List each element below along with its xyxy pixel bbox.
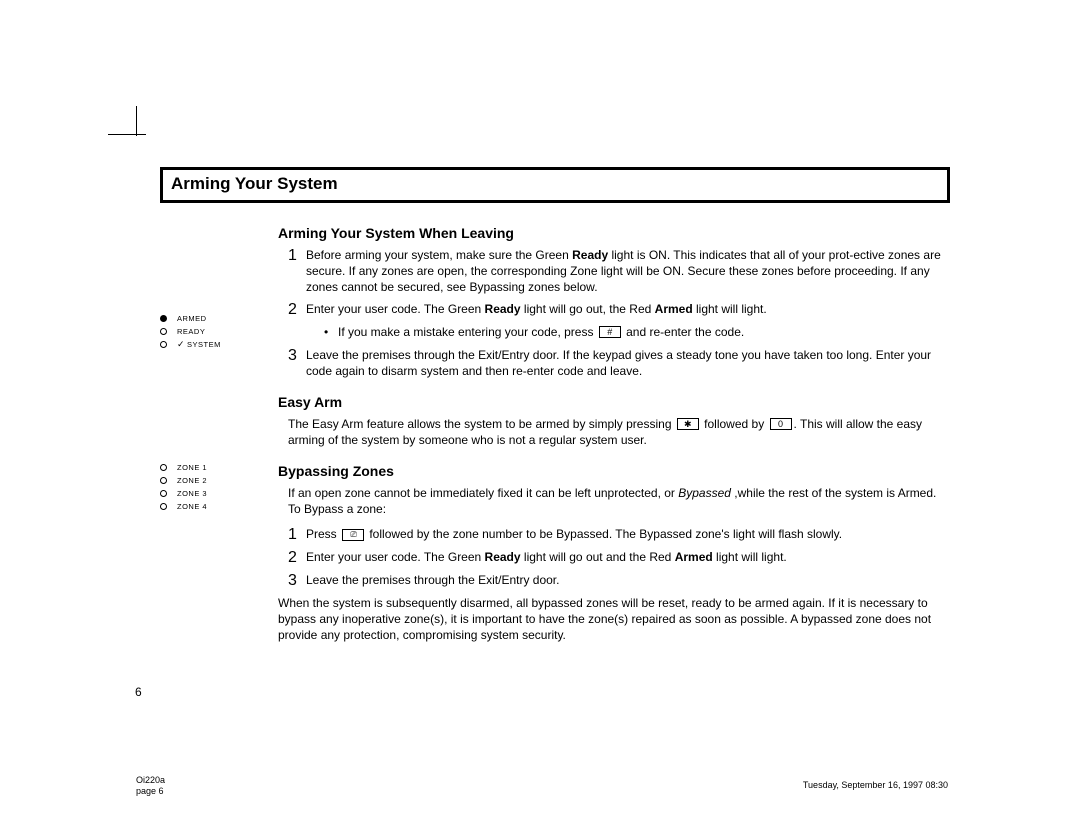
page: Arming Your System ARMED READY ✓SYSTEM Z… xyxy=(0,0,1080,834)
step-number: 2 xyxy=(288,301,306,318)
step-item: 1 Press ⎚ followed by the zone number to… xyxy=(288,526,950,543)
led-label: READY xyxy=(177,327,205,336)
led-label: ARMED xyxy=(177,314,207,323)
led-ready-icon xyxy=(160,328,167,335)
footer-left: Oi220a page 6 xyxy=(136,775,165,798)
bullet-item: • If you make a mistake entering your co… xyxy=(324,324,950,340)
step-item: 2 Enter your user code. The Green Ready … xyxy=(288,301,950,318)
key-bypass-icon: ⎚ xyxy=(342,529,364,541)
crop-mark-horizontal xyxy=(108,134,146,135)
footer-timestamp: Tuesday, September 16, 1997 08:30 xyxy=(803,780,948,790)
section-bypassing-zones: Bypassing Zones If an open zone cannot b… xyxy=(278,462,950,643)
footer-doc-id: Oi220a xyxy=(136,775,165,787)
page-number: 6 xyxy=(135,685,142,699)
led-system-icon xyxy=(160,341,167,348)
section-easy-arm: Easy Arm The Easy Arm feature allows the… xyxy=(278,393,950,448)
key-hash-icon: # xyxy=(599,326,621,338)
led-zone-icon xyxy=(160,490,167,497)
subheading: Easy Arm xyxy=(278,393,950,412)
paragraph: When the system is subsequently disarmed… xyxy=(278,595,950,644)
led-zone-icon xyxy=(160,477,167,484)
key-star-icon: ✱ xyxy=(677,418,699,430)
led-row: ZONE 2 xyxy=(160,476,260,485)
section-title-bar: Arming Your System xyxy=(160,167,950,203)
step-text: Press ⎚ followed by the zone number to b… xyxy=(306,526,950,543)
step-number: 3 xyxy=(288,347,306,379)
step-number: 3 xyxy=(288,572,306,589)
bullet-text: If you make a mistake entering your code… xyxy=(338,324,744,340)
step-number: 1 xyxy=(288,526,306,543)
subheading: Bypassing Zones xyxy=(278,462,950,481)
step-item: 3 Leave the premises through the Exit/En… xyxy=(288,347,950,379)
zone-led-panel: ZONE 1 ZONE 2 ZONE 3 ZONE 4 xyxy=(160,463,260,515)
led-label: ZONE 3 xyxy=(177,489,207,498)
led-row: ZONE 4 xyxy=(160,502,260,511)
led-armed-icon xyxy=(160,315,167,322)
led-label: ZONE 4 xyxy=(177,502,207,511)
led-label: ZONE 2 xyxy=(177,476,207,485)
step-text: Enter your user code. The Green Ready li… xyxy=(306,301,950,318)
step-text: Before arming your system, make sure the… xyxy=(306,247,950,296)
led-zone-icon xyxy=(160,464,167,471)
step-item: 2 Enter your user code. The Green Ready … xyxy=(288,549,950,566)
status-led-panel: ARMED READY ✓SYSTEM xyxy=(160,314,260,353)
led-row: ZONE 1 xyxy=(160,463,260,472)
step-item: 3 Leave the premises through the Exit/En… xyxy=(288,572,950,589)
paragraph: If an open zone cannot be immediately fi… xyxy=(288,485,950,517)
led-row: ARMED xyxy=(160,314,260,323)
key-zero-icon: 0 xyxy=(770,418,792,430)
crop-mark-vertical xyxy=(136,106,137,136)
step-number: 1 xyxy=(288,247,306,296)
step-number: 2 xyxy=(288,549,306,566)
led-zone-icon xyxy=(160,503,167,510)
step-text: Enter your user code. The Green Ready li… xyxy=(306,549,950,566)
led-row: ZONE 3 xyxy=(160,489,260,498)
step-text: Leave the premises through the Exit/Entr… xyxy=(306,347,950,379)
led-label: ✓SYSTEM xyxy=(177,340,221,349)
led-row: ✓SYSTEM xyxy=(160,340,260,349)
bullet-icon: • xyxy=(324,324,338,340)
body-content: Arming Your System When Leaving 1 Before… xyxy=(278,224,950,657)
led-label: ZONE 1 xyxy=(177,463,207,472)
step-text: Leave the premises through the Exit/Entr… xyxy=(306,572,950,589)
check-icon: ✓ xyxy=(177,339,185,349)
page-title: Arming Your System xyxy=(171,174,939,194)
subheading: Arming Your System When Leaving xyxy=(278,224,950,243)
section-arming-leaving: Arming Your System When Leaving 1 Before… xyxy=(278,224,950,379)
paragraph: The Easy Arm feature allows the system t… xyxy=(288,416,950,448)
footer-page-label: page 6 xyxy=(136,786,165,798)
step-item: 1 Before arming your system, make sure t… xyxy=(288,247,950,296)
led-row: READY xyxy=(160,327,260,336)
